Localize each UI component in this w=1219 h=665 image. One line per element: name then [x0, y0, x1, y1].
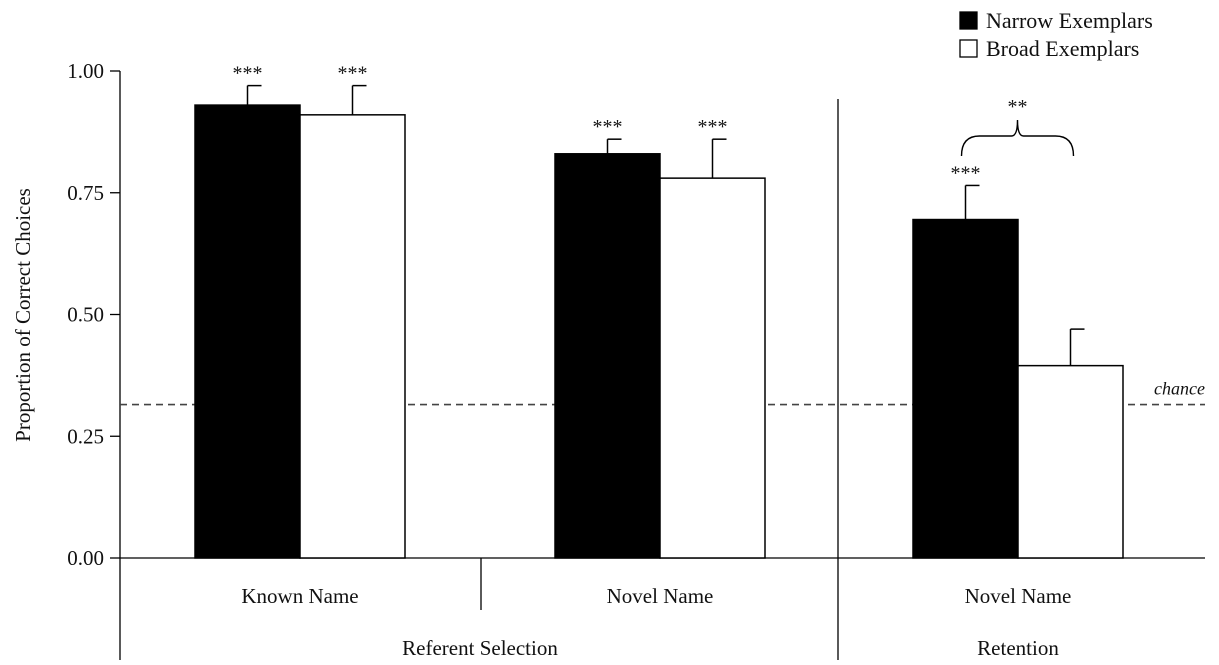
legend: Narrow Exemplars Broad Exemplars — [959, 8, 1153, 61]
bar-narrow — [912, 218, 1019, 559]
category-label: Novel Name — [607, 584, 714, 608]
bar-broad — [659, 177, 766, 559]
significance-label: *** — [593, 116, 623, 138]
y-tick-label: 0.25 — [67, 424, 104, 448]
bar-narrow — [194, 104, 301, 559]
y-tick-label: 0.00 — [67, 546, 104, 570]
group-label: Referent Selection — [402, 636, 558, 660]
legend-label-narrow: Narrow Exemplars — [986, 8, 1153, 33]
chance-label: chance — [1154, 379, 1205, 399]
legend-swatch-broad — [959, 39, 978, 58]
comparison-bracket — [960, 119, 1075, 157]
y-tick-label: 1.00 — [67, 59, 104, 83]
category-label: Known Name — [241, 584, 358, 608]
comparison-label: ** — [1008, 96, 1028, 118]
y-tick-label: 0.50 — [67, 303, 104, 327]
bar-broad — [1017, 364, 1124, 559]
labels: 0.00 0.25 0.50 0.75 1.00 Known Name Novel Name… — [67, 59, 1205, 660]
y-tick-label: 0.75 — [67, 181, 104, 205]
category-label: Novel Name — [965, 584, 1072, 608]
significance-label: *** — [698, 116, 728, 138]
bar-narrow — [554, 153, 661, 559]
bar-broad — [299, 114, 406, 559]
significance-label: *** — [338, 63, 368, 85]
bars — [194, 84, 1124, 559]
legend-label-broad: Broad Exemplars — [986, 36, 1139, 61]
significance-label: *** — [233, 63, 263, 85]
y-axis-title: Proportion of Correct Choices — [11, 188, 35, 442]
group-label: Retention — [977, 636, 1059, 660]
significance-label: *** — [951, 162, 981, 184]
legend-swatch-narrow — [959, 11, 978, 30]
